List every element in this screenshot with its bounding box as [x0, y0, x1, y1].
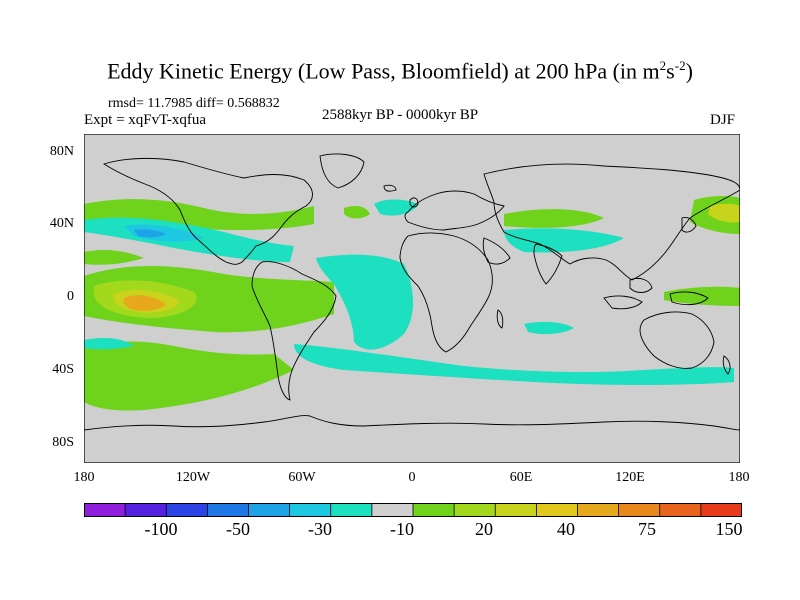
colorbar-cell: [618, 503, 661, 517]
colorbar-cell: [330, 503, 373, 517]
season-label: DJF: [710, 112, 736, 128]
anomaly-region: [123, 295, 166, 311]
experiment-label: Expt = xqFvT-xqfua: [84, 112, 207, 128]
colorbar-cell: [165, 503, 209, 517]
x-tick-label: 120W: [175, 470, 211, 485]
x-tick-label: 180: [73, 470, 95, 485]
anomaly-region: [84, 338, 134, 350]
colorbar-label: -100: [144, 519, 178, 539]
coastline-iceland: [383, 184, 397, 192]
coastline-antarctica: [84, 415, 740, 431]
y-tick-label: 0: [67, 289, 74, 304]
title-superscript-2: 2: [659, 58, 667, 73]
coastline-new-zealand: [722, 355, 731, 375]
colorbar-cell: [124, 503, 168, 517]
colorbar: [84, 503, 742, 517]
anomaly-region: [316, 254, 414, 350]
coastlines: [84, 153, 740, 431]
coastline-new-guinea: [669, 291, 709, 306]
coastline-australia: [639, 311, 715, 369]
stats-label: rmsd= 11.7985 diff= 0.568832: [108, 96, 280, 111]
colorbar-cell: [700, 503, 742, 517]
y-tick-label: 80S: [52, 435, 74, 450]
colorbar-frame: [84, 503, 742, 517]
colorbar-label: 75: [638, 519, 656, 539]
coastline-british-isles: [409, 197, 419, 208]
coastline-arabia: [482, 237, 511, 265]
x-tick-label: 0: [408, 470, 416, 485]
x-tick-label: 60E: [509, 470, 533, 485]
colorbar-cell: [412, 503, 456, 517]
y-tick-label: 80N: [49, 144, 74, 159]
colorbar-cell: [289, 503, 332, 517]
title-close-paren: ): [685, 58, 693, 84]
coastline-japan: [681, 217, 697, 233]
anomaly-region: [84, 250, 144, 265]
colorbar-cell: [371, 503, 414, 517]
colorbar-cell: [535, 503, 579, 517]
y-tick-label: 40S: [52, 362, 74, 377]
title-superscript-minus2: -2: [674, 58, 686, 73]
colorbar-cell: [84, 503, 127, 517]
colorbar-label: -50: [226, 519, 250, 539]
anomaly-region: [84, 341, 294, 411]
colorbar-cell: [453, 503, 497, 517]
y-tick-label: 40N: [49, 216, 74, 231]
anomaly-region: [524, 321, 574, 335]
colorbar-label: 40: [557, 519, 575, 539]
coastline-greenland: [319, 153, 365, 189]
x-tick-label: 180: [728, 470, 750, 485]
colorbar-cell: [206, 503, 250, 517]
colorbar-label: -10: [390, 519, 414, 539]
anomaly-region: [294, 344, 734, 385]
colorbar-cells: [84, 503, 742, 517]
colorbar-cell: [248, 503, 291, 517]
map-plot: [84, 134, 740, 463]
coastline-africa: [399, 232, 493, 353]
coastline-india: [533, 243, 563, 285]
plot-title: Eddy Kinetic Energy (Low Pass, Bloomfiel…: [0, 58, 800, 84]
anomaly-region: [134, 229, 166, 238]
colorbar-cell: [577, 503, 620, 517]
colorbar-label: -30: [308, 519, 332, 539]
coastline-madagascar: [496, 309, 504, 329]
coastline-asia: [483, 163, 740, 281]
anomaly-region: [374, 199, 418, 216]
coastline-borneo: [629, 277, 653, 293]
title-text-s: s: [666, 58, 675, 84]
anomaly-region: [504, 228, 624, 253]
colorbar-label: 20: [475, 519, 493, 539]
x-tick-label: 60W: [288, 470, 316, 485]
coastline-north-america: [102, 157, 313, 265]
anomaly-region: [708, 203, 740, 223]
coastline-europe: [404, 190, 505, 231]
title-text: Eddy Kinetic Energy (Low Pass, Bloomfiel…: [107, 58, 660, 84]
period-label: 2588kyr BP - 0000kyr BP: [322, 107, 479, 123]
coastline-indonesia: [603, 295, 643, 310]
colorbar-cell: [659, 503, 702, 517]
anomaly-region: [344, 206, 370, 219]
anomaly-region: [504, 209, 604, 228]
x-tick-label: 120E: [615, 470, 645, 485]
colorbar-label: 150: [715, 519, 743, 539]
colorbar-cell: [494, 503, 538, 517]
anomaly-fields: [84, 196, 740, 411]
coastline-south-america: [251, 261, 337, 401]
